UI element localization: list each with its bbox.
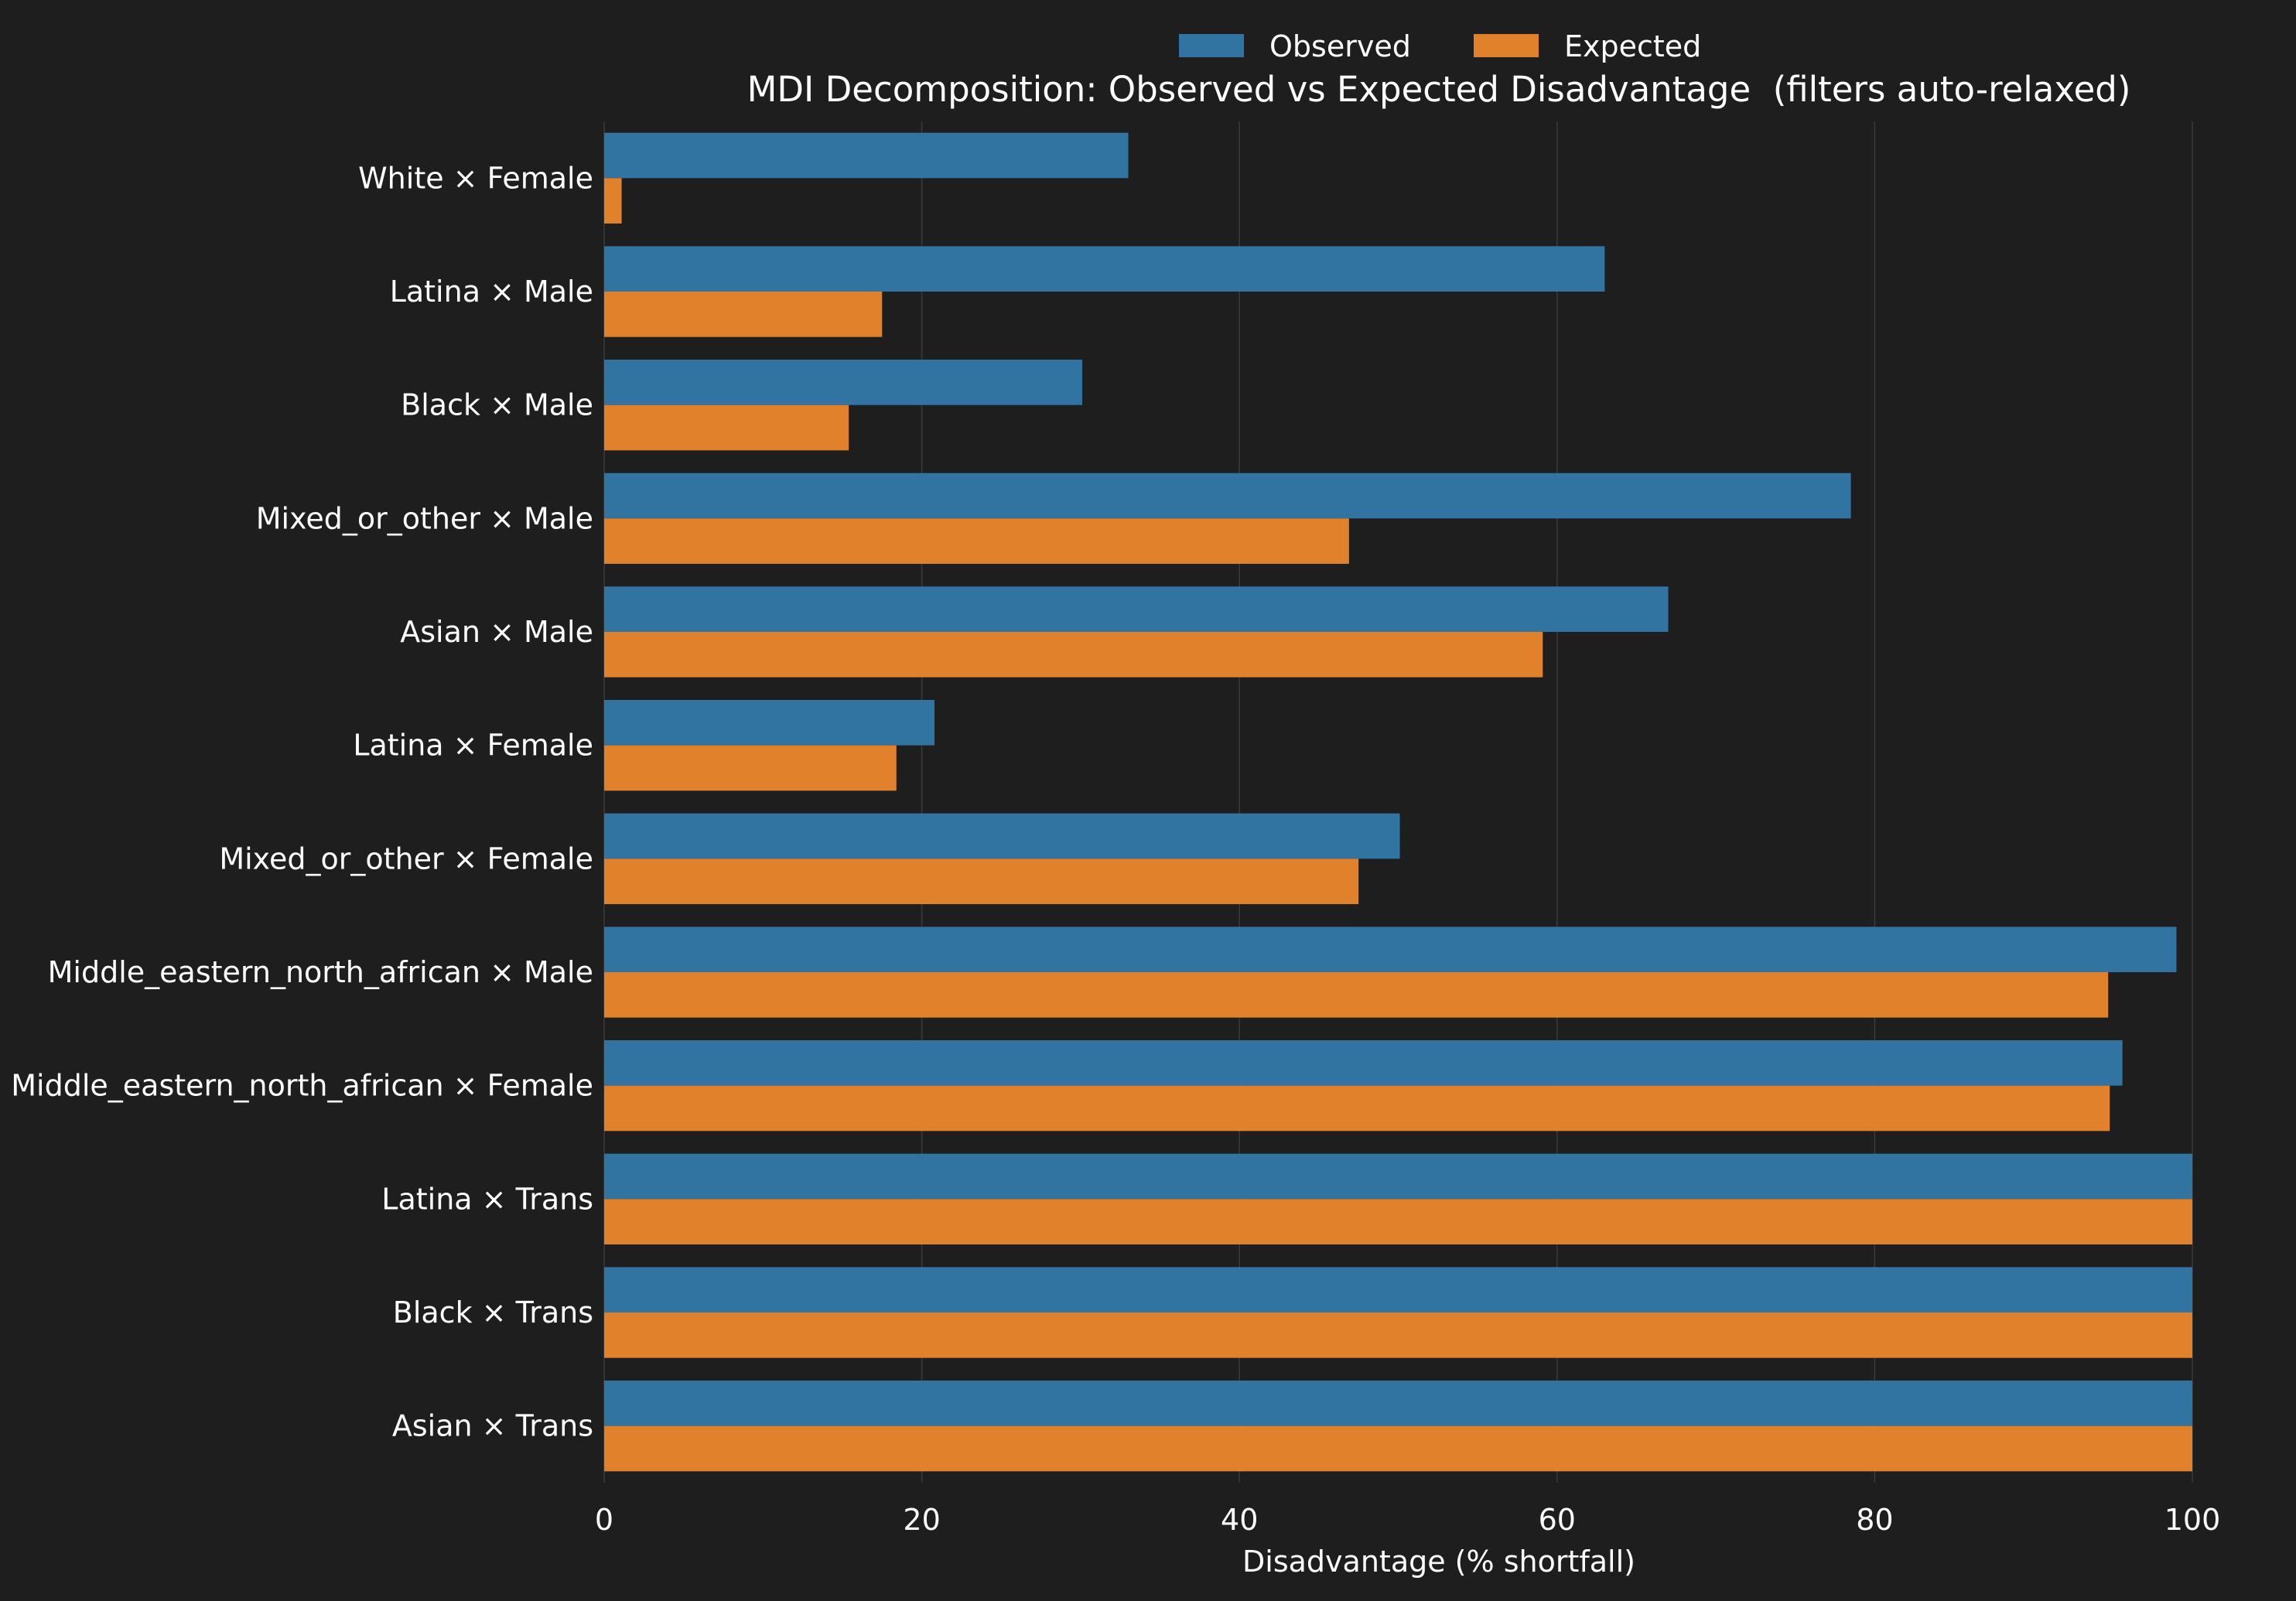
- legend-swatch-observed: [1179, 34, 1244, 57]
- y-tick-label: Asian × Trans: [392, 1409, 593, 1443]
- bar-expected: [604, 745, 897, 791]
- y-tick-labels: White × Female Latina × Male Black × Male M…: [11, 161, 593, 1442]
- x-tick-label: 80: [1856, 1503, 1893, 1537]
- y-tick-label: Asian × Male: [400, 615, 593, 649]
- chart-title: MDI Decomposition: Observed vs Expected …: [747, 69, 2131, 110]
- bar-observed: [604, 473, 1851, 519]
- x-tick-label: 100: [2164, 1503, 2221, 1537]
- bar-observed: [604, 927, 2177, 972]
- bars: [604, 132, 2192, 1472]
- bar-expected: [604, 1085, 2110, 1132]
- y-tick-label: Latina × Female: [353, 729, 593, 763]
- bar-observed: [604, 586, 1669, 632]
- bar-expected: [604, 1199, 2192, 1244]
- bar-observed: [604, 1040, 2123, 1086]
- bar-observed: [604, 246, 1605, 292]
- y-tick-label: White × Female: [358, 161, 593, 195]
- legend-label-expected: Expected: [1564, 29, 1701, 63]
- bar-expected: [604, 292, 883, 337]
- legend-swatch-expected: [1474, 34, 1539, 57]
- y-tick-label: Black × Trans: [393, 1295, 593, 1330]
- y-tick-label: Latina × Trans: [381, 1182, 593, 1216]
- x-tick-labels: 0 20 40 60 80 100: [595, 1503, 2220, 1537]
- bar-observed: [604, 1381, 2192, 1426]
- bar-expected: [604, 859, 1359, 904]
- bar-expected: [604, 1313, 2192, 1358]
- bar-observed: [604, 1153, 2192, 1200]
- x-tick-label: 20: [903, 1503, 940, 1537]
- bar-observed: [604, 700, 935, 746]
- y-tick-label: Latina × Male: [390, 275, 593, 309]
- bar-observed: [604, 1267, 2192, 1313]
- bar-observed: [604, 360, 1082, 405]
- x-tick-label: 40: [1221, 1503, 1258, 1537]
- x-tick-label: 0: [595, 1503, 613, 1537]
- y-tick-label: Black × Male: [401, 388, 593, 422]
- legend-label-observed: Observed: [1269, 29, 1411, 63]
- bar-expected: [604, 972, 2109, 1018]
- y-tick-label: Mixed_or_other × Female: [219, 841, 593, 876]
- y-tick-label: Mixed_or_other × Male: [256, 501, 593, 535]
- bar-expected: [604, 405, 849, 451]
- x-tick-label: 60: [1539, 1503, 1576, 1537]
- bar-expected: [604, 1425, 2192, 1472]
- bar-observed: [604, 132, 1129, 179]
- bar-observed: [604, 813, 1400, 859]
- legend: Observed Expected: [1179, 29, 1701, 63]
- bar-expected: [604, 632, 1543, 678]
- x-axis-label: Disadvantage (% shortfall): [1242, 1545, 1635, 1579]
- y-tick-label: Middle_eastern_north_african × Male: [48, 955, 593, 989]
- grid-lines: [603, 121, 2193, 1483]
- bar-expected: [604, 518, 1349, 564]
- y-tick-label: Middle_eastern_north_african × Female: [11, 1069, 593, 1103]
- bar-expected: [604, 178, 622, 224]
